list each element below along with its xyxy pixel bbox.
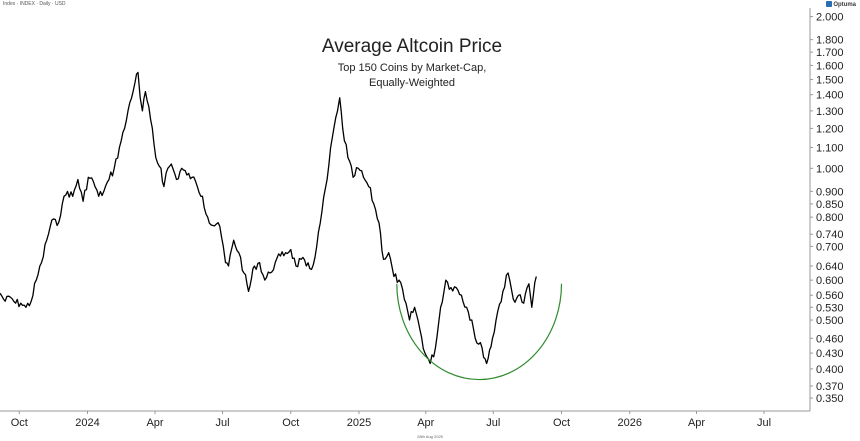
y-tick-label: 1.100 bbox=[816, 142, 844, 154]
chart-subtitle-line-2: Equally-Weighted bbox=[369, 77, 455, 89]
y-tick-label: 2.000 bbox=[816, 12, 844, 24]
price-line bbox=[0, 71, 537, 365]
brand-icon bbox=[826, 1, 833, 7]
y-tick-label: 0.900 bbox=[816, 186, 844, 198]
source-note: Index · INDEX · Daily · USD bbox=[3, 1, 66, 7]
y-tick-label: 1.500 bbox=[816, 75, 844, 87]
plot-layer bbox=[0, 71, 563, 381]
y-tick-label: 1.200 bbox=[816, 123, 844, 135]
y-tick-label: 0.560 bbox=[816, 290, 844, 302]
y-tick-label: 1.800 bbox=[816, 35, 844, 47]
x-tick-label: Jul bbox=[757, 417, 771, 429]
y-tick-label: 0.700 bbox=[816, 241, 844, 253]
x-axis: Oct 2024 Apr Jul Oct 2025 Apr Jul Oct 2026 Apr Jul bbox=[0, 410, 810, 429]
x-tick-label: Oct bbox=[282, 417, 299, 429]
y-tick-label: 0.370 bbox=[816, 381, 844, 393]
x-tick-label: Jul bbox=[215, 417, 229, 429]
y-tick-label: 1.400 bbox=[816, 90, 844, 102]
rounding-bottom-arc bbox=[396, 283, 563, 381]
y-tick-label: 0.430 bbox=[816, 348, 844, 360]
brand-logo: Optuma bbox=[826, 1, 856, 8]
y-tick-label: 0.530 bbox=[816, 302, 844, 314]
y-tick-label: 0.600 bbox=[816, 275, 844, 287]
x-tick-label: Apr bbox=[417, 417, 434, 429]
x-tick-label: Apr bbox=[146, 417, 163, 429]
y-tick-label: 0.740 bbox=[816, 229, 844, 241]
y-tick-label: 0.640 bbox=[816, 261, 844, 273]
y-tick-label: 1.700 bbox=[816, 47, 844, 59]
y-tick-label: 0.400 bbox=[816, 364, 844, 376]
x-tick-label: Oct bbox=[553, 417, 570, 429]
x-tick-label: 2025 bbox=[347, 417, 371, 429]
brand-name: Optuma bbox=[833, 2, 856, 8]
x-tick-label: Jul bbox=[486, 417, 500, 429]
y-tick-label: 0.850 bbox=[816, 199, 844, 211]
y-tick-label: 0.800 bbox=[816, 212, 844, 224]
date-note: 28th Aug 2025 bbox=[417, 434, 443, 439]
y-tick-label: 0.350 bbox=[816, 393, 844, 405]
y-tick-label: 0.460 bbox=[816, 333, 844, 345]
y-tick-label: 1.600 bbox=[816, 60, 844, 72]
chart-title: Average Altcoin Price bbox=[322, 36, 502, 57]
y-tick-label: 1.300 bbox=[816, 106, 844, 118]
x-tick-label: 2024 bbox=[75, 417, 99, 429]
x-tick-label: 2026 bbox=[618, 417, 642, 429]
chart-subtitle-line-1: Top 150 Coins by Market-Cap, bbox=[338, 62, 487, 74]
y-tick-label: 1.000 bbox=[816, 163, 844, 175]
x-tick-label: Apr bbox=[688, 417, 705, 429]
y-tick-label: 0.500 bbox=[816, 315, 844, 327]
x-tick-label: Oct bbox=[11, 417, 28, 429]
